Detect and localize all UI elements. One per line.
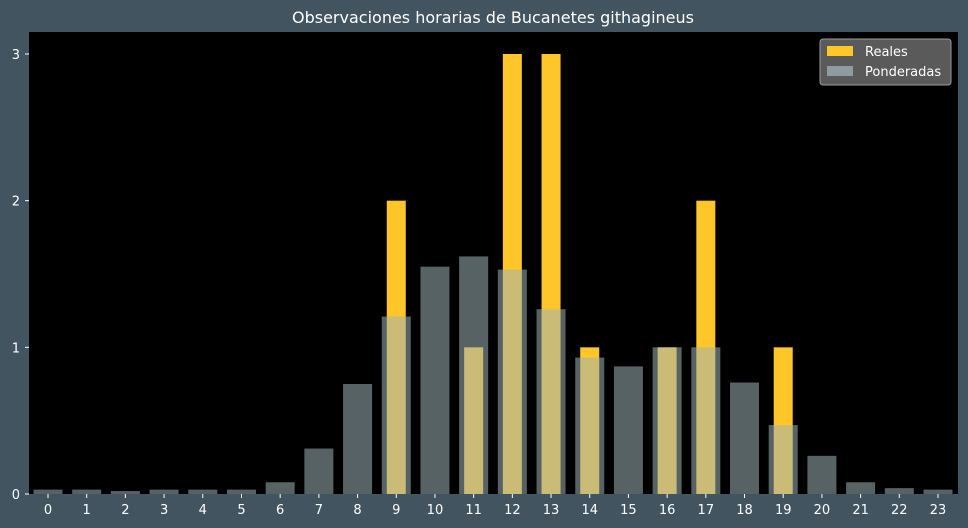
series-ponderadas: [33, 256, 953, 494]
x-tick-label-16: 16: [659, 503, 676, 518]
bar-ponderadas-6: [265, 482, 295, 494]
bar-ponderadas-5: [226, 489, 256, 494]
y-tick-label-0: 0: [12, 488, 20, 503]
x-tick-label-12: 12: [504, 503, 521, 518]
bar-ponderadas-0: [33, 489, 63, 494]
bar-ponderadas-11: [459, 256, 489, 494]
x-tick-label-7: 7: [315, 503, 323, 518]
x-tick-label-17: 17: [698, 503, 715, 518]
y-tick-label-2: 2: [12, 195, 20, 210]
x-tick-label-6: 6: [276, 503, 284, 518]
bar-ponderadas-13: [536, 309, 566, 494]
bar-ponderadas-22: [884, 488, 914, 494]
x-tick-label-5: 5: [237, 503, 245, 518]
x-axis: 0 1 2 3 4 5 6 7 8 9 10 11 12 13 14 15 16 17 18 19 20 21 22 23: [44, 494, 946, 518]
bar-ponderadas-2: [110, 491, 140, 494]
chart-title: Observaciones horarias de Bucanetes gith…: [292, 8, 694, 27]
bar-ponderadas-3: [149, 489, 179, 494]
x-tick-label-15: 15: [620, 503, 637, 518]
bar-ponderadas-15: [613, 366, 643, 494]
y-tick-label-3: 3: [12, 48, 20, 63]
bar-ponderadas-1: [72, 489, 102, 494]
y-tick-label-1: 1: [12, 341, 20, 356]
y-axis: 0 1 2 3: [12, 48, 29, 503]
bar-ponderadas-9: [381, 316, 411, 494]
x-tick-label-11: 11: [465, 503, 482, 518]
x-tick-label-20: 20: [814, 503, 831, 518]
bar-ponderadas-21: [846, 482, 876, 494]
bar-ponderadas-20: [807, 455, 837, 494]
x-tick-label-2: 2: [121, 503, 129, 518]
x-tick-label-9: 9: [392, 503, 400, 518]
x-tick-label-23: 23: [930, 503, 947, 518]
x-tick-label-10: 10: [427, 503, 444, 518]
bar-ponderadas-8: [343, 384, 373, 494]
bar-ponderadas-23: [923, 489, 953, 494]
bar-ponderadas-10: [420, 266, 450, 494]
x-tick-label-13: 13: [543, 503, 560, 518]
bar-ponderadas-4: [188, 489, 218, 494]
x-tick-label-18: 18: [736, 503, 753, 518]
bar-ponderadas-19: [768, 425, 798, 494]
x-tick-label-19: 19: [775, 503, 792, 518]
x-tick-label-1: 1: [83, 503, 91, 518]
x-tick-label-3: 3: [160, 503, 168, 518]
bar-ponderadas-7: [304, 448, 334, 494]
legend-label-ponderadas: Ponderadas: [865, 65, 941, 80]
legend-swatch-ponderadas: [827, 66, 853, 76]
x-tick-label-0: 0: [44, 503, 52, 518]
x-tick-label-4: 4: [199, 503, 207, 518]
bar-ponderadas-16: [652, 347, 682, 494]
x-tick-label-14: 14: [581, 503, 598, 518]
x-tick-label-21: 21: [852, 503, 869, 518]
bar-ponderadas-12: [497, 269, 527, 494]
bar-ponderadas-17: [691, 347, 721, 494]
x-tick-label-22: 22: [891, 503, 908, 518]
x-tick-label-8: 8: [353, 503, 361, 518]
legend: Reales Ponderadas: [819, 38, 952, 86]
legend-swatch-reales: [827, 46, 853, 56]
bar-ponderadas-18: [730, 382, 760, 494]
legend-label-reales: Reales: [865, 45, 908, 60]
plot-area: [29, 32, 958, 494]
bar-ponderadas-14: [575, 357, 605, 494]
